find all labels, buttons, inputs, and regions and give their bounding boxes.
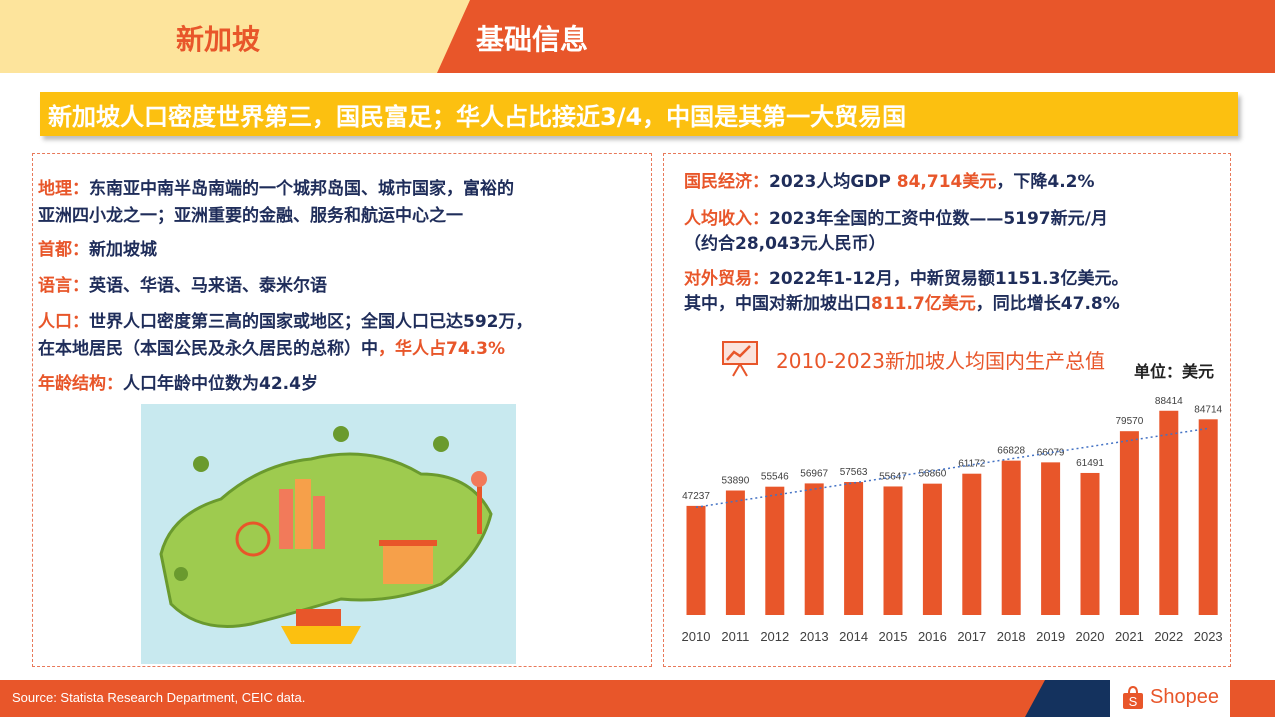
language-label: 语言： [38,276,89,296]
capital-label: 首都： [38,240,89,260]
income-label: 人均收入： [684,209,769,229]
data-label-2023: 84714 [1194,404,1222,415]
capital-line: 首都：新加坡城 [38,235,157,260]
data-label-2019: 66079 [1037,447,1065,458]
x-tick-2010: 2010 [682,629,711,644]
geo-text: 东南亚中南半岛南端的一个城邦岛国、城市国家，富裕的 [89,179,514,199]
right-info-panel [663,153,1231,667]
population-line-2: 在本地居民（本国公民及永久居民的总称）中，华人占74.3% [38,334,505,359]
bar-2022 [1159,410,1179,615]
export-highlight: 811.7亿美元 [871,294,976,314]
bar-2013 [804,483,824,615]
population-label: 人口： [38,312,89,332]
brand-name: Shopee [1150,686,1219,708]
data-label-2016: 56860 [918,469,946,480]
bar-2015 [883,486,903,615]
x-tick-2018: 2018 [997,629,1026,644]
gdp-bar-chart: 47237 2010 53890 2011 55546 2012 56967 2013 5756… [682,396,1223,644]
bar-2012 [765,486,785,615]
x-tick-2014: 2014 [839,629,868,644]
x-tick-2013: 2013 [800,629,829,644]
trade-text: 2022年1-12月，中新贸易额1151.3亿美元。 [769,269,1129,289]
age-text: 人口年龄中位数为42.4岁 [123,374,318,394]
data-label-2020: 61491 [1076,458,1104,469]
bar-2016 [922,483,942,615]
geo-line-1: 地理：东南亚中南半岛南端的一个城邦岛国、城市国家，富裕的 [38,174,514,199]
x-tick-2020: 2020 [1076,629,1105,644]
source-note: Source: Statista Research Department, CE… [12,690,306,705]
trade-line-2: 其中，中国对新加坡出口811.7亿美元，同比增长47.8% [684,289,1120,314]
data-label-2018: 66828 [997,446,1025,457]
header-right-band [437,0,1275,73]
data-label-2012: 55546 [761,472,789,483]
population-line-1: 人口：世界人口密度第三高的国家或地区；全国人口已达592万， [38,307,533,332]
language-line: 语言：英语、华语、马来语、泰米尔语 [38,271,327,296]
income-line-1: 人均收入：2023年全国的工资中位数——5197新元/月 [684,204,1108,229]
shopping-bag-icon: S [1123,685,1143,709]
economy-change: ，下降4.2% [996,172,1095,192]
chart-unit: 单位：美元 [1134,362,1215,381]
chart-presentation-icon [722,341,758,377]
bar-2018 [1001,460,1021,615]
trade-text-2: 其中，中国对新加坡出口 [684,294,871,314]
x-tick-2022: 2022 [1154,629,1183,644]
section-title: 基础信息 [476,23,589,56]
x-tick-2019: 2019 [1036,629,1065,644]
left-info-panel [32,153,652,667]
bar-2017 [962,473,982,615]
x-tick-2021: 2021 [1115,629,1144,644]
x-tick-2015: 2015 [879,629,908,644]
geo-label: 地理： [38,179,89,199]
economy-label: 国民经济： [684,172,769,192]
age-line: 年龄结构：人口年龄中位数为42.4岁 [38,369,318,394]
country-title: 新加坡 [176,23,261,56]
bar-2020 [1080,472,1100,615]
header-left-band [0,0,470,73]
trade-label: 对外贸易： [684,269,769,289]
bar-2011 [725,490,745,615]
geo-line-2: 亚洲四小龙之一；亚洲重要的金融、服务和航运中心之一 [38,206,463,226]
data-label-2017: 61172 [958,459,986,470]
population-text-2: 在本地居民（本国公民及永久居民的总称）中 [38,339,378,359]
bar-2019 [1041,462,1061,615]
x-tick-2012: 2012 [760,629,789,644]
economy-line: 国民经济：2023人均GDP 84,714美元，下降4.2% [684,167,1095,192]
shopee-logo: S Shopee [1110,678,1230,717]
data-label-2013: 56967 [800,468,828,479]
data-label-2021: 79570 [1115,416,1143,427]
chart-title: 2010-2023新加坡人均国内生产总值 [776,349,1106,373]
bar-2014 [844,482,864,615]
trade-line-1: 对外贸易：2022年1-12月，中新贸易额1151.3亿美元。 [684,264,1128,289]
income-line-2: （约合28,043元人民币） [684,234,886,254]
x-tick-2016: 2016 [918,629,947,644]
data-label-2011: 53890 [721,476,749,487]
capital-text: 新加坡城 [89,240,157,260]
x-tick-2017: 2017 [957,629,986,644]
export-growth: ，同比增长47.8% [975,294,1120,314]
gdp-highlight: 84,714美元 [896,172,997,192]
chinese-share-highlight: ，华人占74.3% [378,339,505,359]
singapore-map-illustration [141,404,516,664]
bar-2010 [686,505,706,615]
headline-banner: 新加坡人口密度世界第三，国民富足；华人占比接近3/4，中国是其第一大贸易国 [40,92,1238,136]
income-text: 2023年全国的工资中位数——5197新元/月 [769,209,1108,229]
bar-2021 [1119,431,1139,615]
x-tick-2023: 2023 [1194,629,1223,644]
data-label-2015: 55647 [879,471,907,482]
data-label-2010: 47237 [682,491,710,502]
population-text: 世界人口密度第三高的国家或地区；全国人口已达592万， [89,312,533,332]
economy-text: 2023人均GDP [769,172,897,192]
data-label-2022: 88414 [1155,396,1183,407]
x-tick-2011: 2011 [721,629,749,644]
svg-text:S: S [1129,694,1138,709]
language-text: 英语、华语、马来语、泰米尔语 [89,276,327,296]
trendline [695,427,1209,509]
data-label-2014: 57563 [840,467,868,478]
bar-2023 [1198,419,1218,615]
age-label: 年龄结构： [38,374,123,394]
